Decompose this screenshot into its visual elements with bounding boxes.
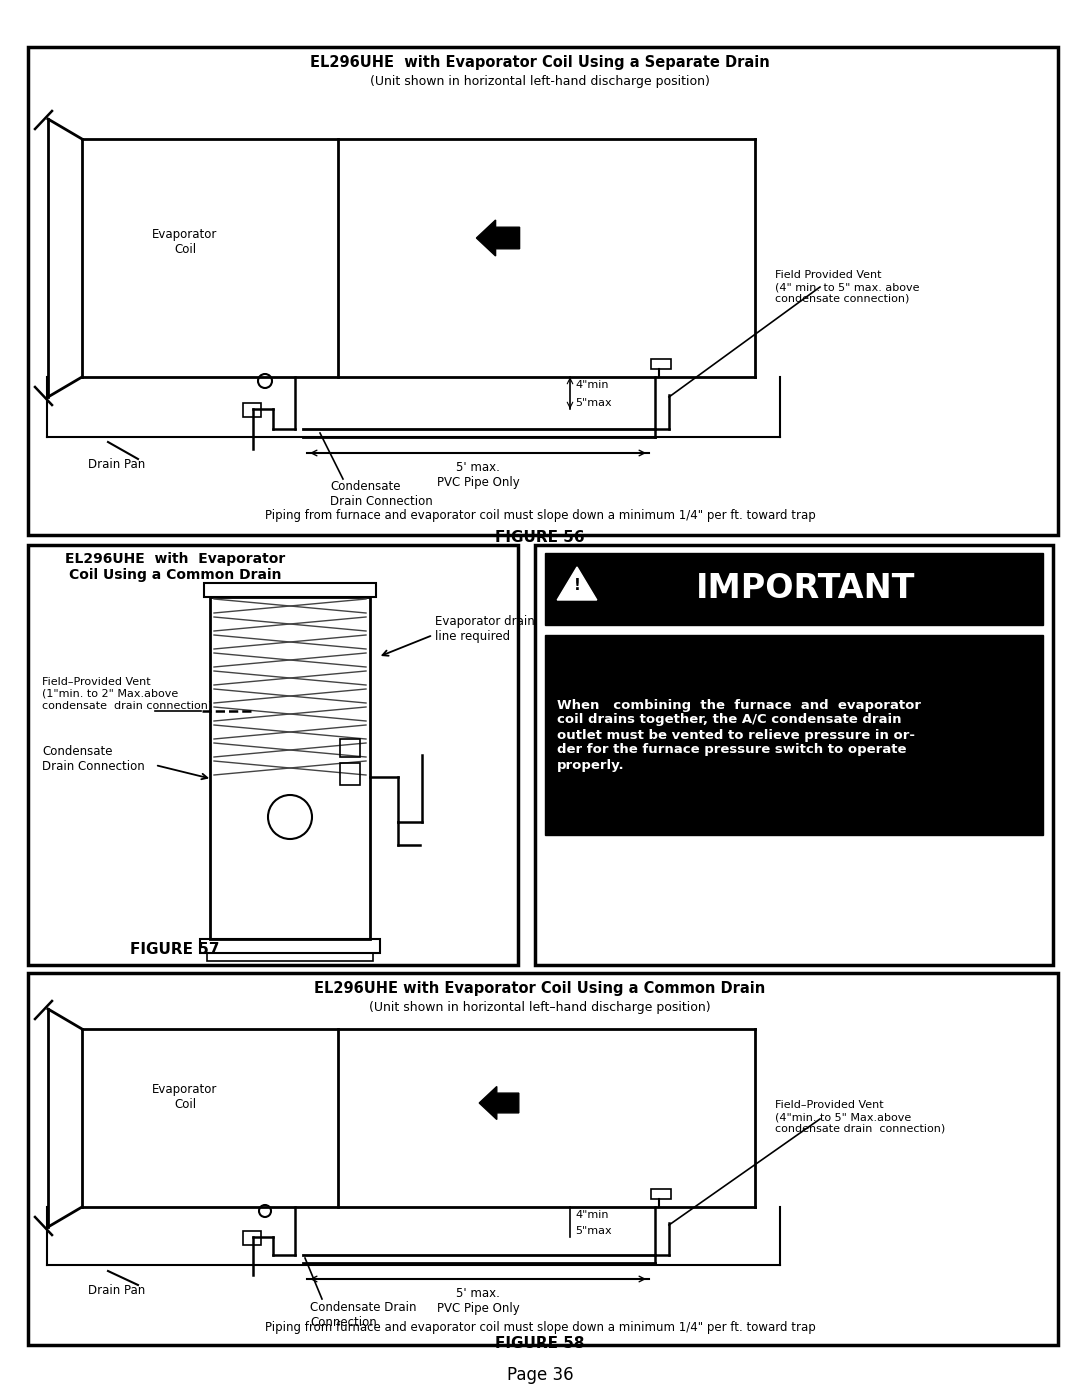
Bar xyxy=(545,553,1043,624)
Bar xyxy=(651,1189,671,1199)
Text: (Unit shown in horizontal left-hand discharge position): (Unit shown in horizontal left-hand disc… xyxy=(370,75,710,88)
Text: 4"min: 4"min xyxy=(575,380,608,390)
Bar xyxy=(200,939,380,953)
FancyArrow shape xyxy=(476,219,519,256)
Text: 5"max: 5"max xyxy=(575,1227,611,1236)
Bar xyxy=(535,545,1053,965)
Text: Page 36: Page 36 xyxy=(507,1366,573,1384)
Bar xyxy=(651,359,671,369)
Text: FIGURE 56: FIGURE 56 xyxy=(496,529,584,545)
Bar xyxy=(28,972,1058,1345)
Text: 5' max.
PVC Pipe Only: 5' max. PVC Pipe Only xyxy=(436,1287,519,1315)
Bar xyxy=(28,47,1058,535)
Text: Condensate Drain
Connection: Condensate Drain Connection xyxy=(310,1301,417,1329)
Text: Evaporator
Coil: Evaporator Coil xyxy=(152,228,218,256)
Text: 5' max.
PVC Pipe Only: 5' max. PVC Pipe Only xyxy=(436,461,519,489)
Text: Piping from furnace and evaporator coil must slope down a minimum 1/4" per ft. t: Piping from furnace and evaporator coil … xyxy=(265,509,815,521)
Bar xyxy=(243,402,261,416)
Text: FIGURE 58: FIGURE 58 xyxy=(496,1337,584,1351)
FancyArrow shape xyxy=(480,1087,518,1119)
Text: 4"min: 4"min xyxy=(575,1210,608,1220)
Bar xyxy=(545,636,1043,835)
Text: Drain Pan: Drain Pan xyxy=(87,1284,145,1298)
Text: EL296UHE  with Evaporator Coil Using a Separate Drain: EL296UHE with Evaporator Coil Using a Se… xyxy=(310,54,770,70)
Bar xyxy=(340,739,360,757)
Bar xyxy=(340,763,360,785)
Text: (Unit shown in horizontal left–hand discharge position): (Unit shown in horizontal left–hand disc… xyxy=(369,1000,711,1013)
Text: Piping from furnace and evaporator coil must slope down a minimum 1/4" per ft. t: Piping from furnace and evaporator coil … xyxy=(265,1320,815,1334)
Text: Evaporator
Coil: Evaporator Coil xyxy=(152,1083,218,1111)
Text: When   combining  the  furnace  and  evaporator
coil drains together, the A/C co: When combining the furnace and evaporato… xyxy=(557,698,921,771)
Bar xyxy=(207,953,373,961)
Text: IMPORTANT: IMPORTANT xyxy=(697,573,916,605)
Text: EL296UHE  with  Evaporator
Coil Using a Common Drain: EL296UHE with Evaporator Coil Using a Co… xyxy=(65,552,285,583)
Bar xyxy=(204,583,376,597)
Text: Drain Pan: Drain Pan xyxy=(87,458,145,472)
Bar xyxy=(210,597,370,939)
Text: EL296UHE with Evaporator Coil Using a Common Drain: EL296UHE with Evaporator Coil Using a Co… xyxy=(314,982,766,996)
Text: Condensate
Drain Connection: Condensate Drain Connection xyxy=(330,481,433,509)
Polygon shape xyxy=(557,567,597,599)
Text: FIGURE 57: FIGURE 57 xyxy=(131,943,219,957)
Bar xyxy=(243,1231,261,1245)
Text: Field–Provided Vent
(1"min. to 2" Max.above
condensate  drain connection): Field–Provided Vent (1"min. to 2" Max.ab… xyxy=(42,678,213,710)
Text: Field Provided Vent
(4" min. to 5" max. above
condensate connection): Field Provided Vent (4" min. to 5" max. … xyxy=(775,271,919,303)
Text: 5"max: 5"max xyxy=(575,398,611,408)
Bar xyxy=(28,545,518,965)
Text: !: ! xyxy=(573,577,580,592)
Text: Field–Provided Vent
(4"min. to 5" Max.above
condensate drain  connection): Field–Provided Vent (4"min. to 5" Max.ab… xyxy=(775,1101,945,1133)
Text: Evaporator drain
line required: Evaporator drain line required xyxy=(435,615,535,643)
Text: Condensate
Drain Connection: Condensate Drain Connection xyxy=(42,745,145,773)
